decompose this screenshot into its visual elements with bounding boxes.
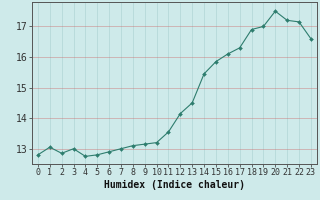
X-axis label: Humidex (Indice chaleur): Humidex (Indice chaleur) (104, 180, 245, 190)
